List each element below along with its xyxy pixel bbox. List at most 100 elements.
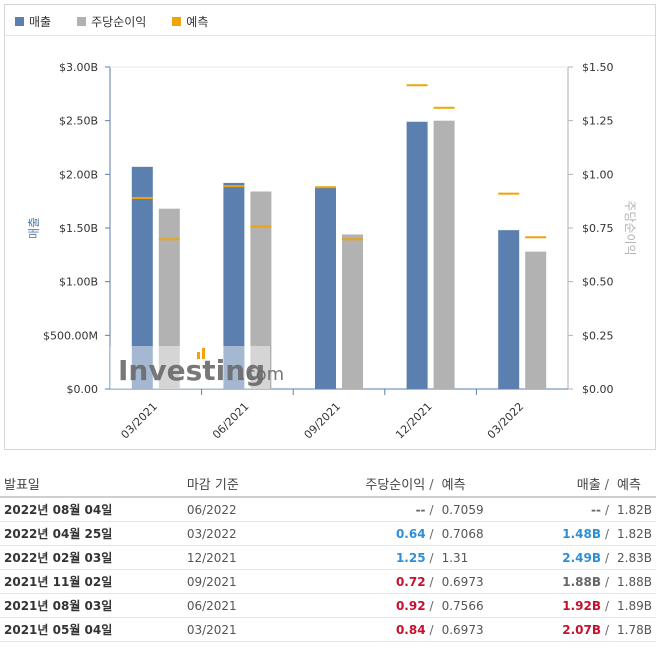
- left-tick-label: $1.50B: [59, 222, 98, 235]
- header-date[interactable]: 발표일: [0, 470, 183, 498]
- eps-forecast-mark: [158, 238, 180, 241]
- row-eps-forecast: 0.7068: [437, 521, 516, 546]
- table-row: 2022년 08월 04일 06/2022 --/0.7059 --/1.82B: [0, 497, 656, 522]
- legend-label-eps: 주당순이익: [91, 14, 147, 29]
- row-revenue: 1.88B /: [515, 569, 614, 594]
- x-tick-label: 09/2021: [302, 400, 344, 442]
- header-revenue[interactable]: 매출 /: [515, 470, 614, 498]
- row-revenue-forecast: 1.82B: [613, 521, 656, 546]
- row-period: 12/2021: [182, 545, 319, 570]
- row-revenue-value: --: [591, 502, 601, 517]
- row-revenue-forecast: 1.88B: [613, 569, 656, 594]
- value-separator: /: [429, 598, 434, 613]
- legend-divider: [5, 35, 655, 36]
- row-date: 2021년 05월 04일: [0, 617, 183, 642]
- row-eps-forecast: 0.7566: [437, 593, 516, 618]
- row-eps-value: --: [415, 502, 426, 517]
- value-separator: /: [605, 526, 610, 541]
- revenue-bar: [223, 182, 245, 389]
- legend-swatch-eps: [77, 16, 87, 26]
- right-tick-label: $1.25: [582, 115, 614, 128]
- row-revenue-value: 2.49B: [562, 550, 601, 565]
- value-separator: /: [429, 526, 434, 541]
- header-eps-forecast[interactable]: 예측: [437, 470, 516, 498]
- row-eps-forecast: 0.6973: [437, 569, 516, 594]
- legend-item-eps[interactable]: 주당순이익: [77, 13, 146, 30]
- row-eps: 0.84/: [318, 617, 438, 642]
- right-tick-label: $0.75: [582, 222, 614, 235]
- header-revenue-forecast[interactable]: 예측: [613, 470, 656, 498]
- legend-label-forecast: 예측: [186, 14, 209, 29]
- row-revenue-value: 1.48B: [562, 526, 601, 541]
- watermark-bar-1: [197, 352, 200, 359]
- revenue-bar: [315, 187, 336, 389]
- revenue-bar: [131, 166, 153, 389]
- revenue-bar: [498, 230, 520, 389]
- row-date: 2022년 02월 03일: [0, 545, 183, 570]
- legend-item-revenue[interactable]: 매출: [15, 13, 51, 30]
- row-date: 2021년 08월 03일: [0, 593, 183, 618]
- row-date: 2022년 04월 25일: [0, 521, 183, 546]
- eps-bar: [342, 234, 363, 389]
- table-row: 2022년 04월 25일 03/2022 0.64/0.7068 1.48B/1.8…: [0, 521, 656, 546]
- right-tick-label: $1.00: [582, 168, 614, 181]
- row-eps: 0.92/: [318, 593, 438, 618]
- header-slash: /: [429, 477, 434, 493]
- x-tick-label: 03/2022: [485, 400, 527, 442]
- row-period: 03/2022: [182, 521, 319, 546]
- left-tick-label: $2.00B: [59, 168, 98, 181]
- right-tick-label: $0.50: [582, 276, 614, 289]
- left-tick-label: $3.00B: [59, 61, 98, 74]
- value-separator: /: [605, 622, 610, 637]
- eps-forecast-mark: [342, 238, 363, 241]
- row-revenue: 1.92B /: [515, 593, 614, 618]
- table-header-row: 발표일 마감 기준 주당순이익 / 예측 매출 / 예측: [0, 470, 656, 498]
- legend-swatch-revenue: [15, 16, 24, 26]
- table-row: 2021년 08월 03일 06/2021 0.92/0.7566 1.92B/1.8…: [0, 593, 656, 618]
- revenue-bar: [406, 121, 428, 390]
- row-revenue-forecast: 2.83B: [613, 545, 656, 570]
- left-tick-label: $1.00B: [59, 276, 98, 289]
- table-body: 2022년 08월 04일 06/2022 --/0.7059 --/1.82B 202…: [0, 497, 656, 642]
- value-separator: /: [605, 550, 610, 565]
- row-eps-value: 1.25: [395, 550, 426, 565]
- row-revenue: 2.49B /: [515, 545, 614, 570]
- header-eps[interactable]: 주당순이익 /: [318, 470, 438, 498]
- row-revenue-forecast: 1.78B: [613, 617, 656, 642]
- chart-legend: 매출 주당순이익 예측: [15, 11, 234, 31]
- value-separator: /: [605, 502, 610, 517]
- value-separator: /: [429, 622, 434, 637]
- row-period: 09/2021: [182, 569, 319, 594]
- row-eps-value: 0.84: [395, 622, 426, 637]
- right-tick-label: $0.00: [582, 383, 614, 396]
- legend-item-forecast[interactable]: 예측: [172, 13, 208, 30]
- header-period[interactable]: 마감 기준: [182, 470, 319, 498]
- row-period: 03/2021: [182, 617, 319, 642]
- left-tick-label: $2.50B: [59, 115, 98, 128]
- right-tick-label: $0.25: [582, 329, 614, 342]
- eps-bar: [525, 251, 547, 389]
- left-axis-title: 매출: [27, 217, 41, 239]
- watermark-logo-suffix: .com: [240, 364, 284, 385]
- row-eps-forecast: 0.6973: [437, 617, 516, 642]
- eps-forecast-mark: [525, 236, 547, 239]
- row-eps: -- /: [318, 497, 438, 522]
- earnings-chart-panel: 매출 주당순이익 예측: [4, 4, 656, 450]
- value-separator: /: [429, 550, 434, 565]
- row-eps-value: 0.72: [395, 574, 426, 589]
- value-separator: /: [429, 502, 434, 517]
- right-tick-label: $1.50: [582, 61, 614, 74]
- table-row: 2021년 05월 04일 03/2021 0.84/0.6973 2.07B/1.7…: [0, 617, 656, 642]
- row-date: 2022년 08월 04일: [0, 497, 183, 522]
- row-revenue-forecast: 1.89B: [613, 593, 656, 618]
- value-separator: /: [605, 598, 610, 613]
- x-tick-label: 03/2021: [118, 400, 160, 442]
- row-revenue-value: 1.92B: [562, 598, 601, 613]
- revenue-forecast-mark: [223, 185, 245, 188]
- earnings-chart-svg: $0.00 $0.00 $500.00M $0.25 $1.00B $0.50 $1.50B…: [27, 61, 637, 442]
- row-eps-forecast: 0.7059: [437, 497, 516, 522]
- watermark-backdrop: [110, 346, 270, 389]
- left-tick-label: $500.00M: [43, 329, 98, 342]
- left-tick-label: $0.00: [67, 383, 99, 396]
- revenue-forecast-mark: [498, 192, 520, 195]
